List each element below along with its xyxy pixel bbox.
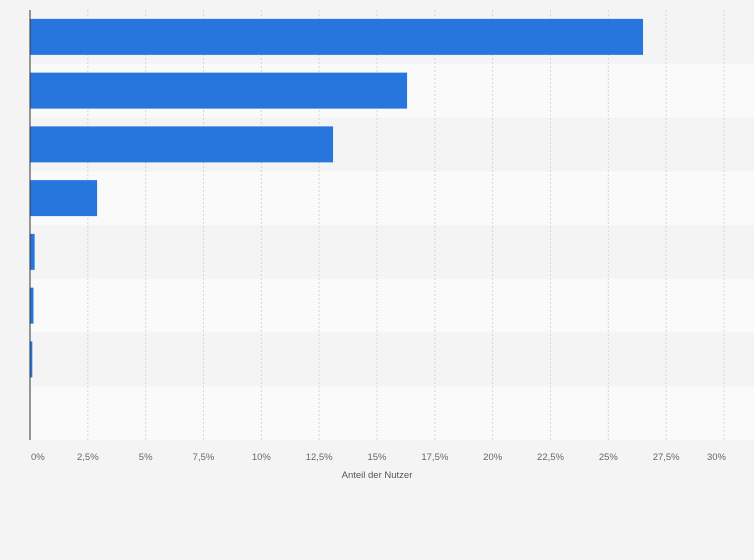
bar: [30, 126, 334, 163]
x-tick-label: 27,5%: [653, 452, 680, 463]
x-tick-label: 20%: [483, 452, 503, 463]
bar: [30, 18, 644, 55]
x-tick-label: 0%: [31, 452, 45, 463]
x-tick-label: 25%: [599, 452, 619, 463]
x-tick-label: 12,5%: [306, 452, 333, 463]
x-tick-label: 22,5%: [537, 452, 564, 463]
bar: [30, 72, 408, 109]
row-band: [30, 225, 754, 279]
row-bands: [30, 10, 754, 440]
row-band: [30, 171, 754, 225]
x-tick-label: 2,5%: [77, 452, 99, 463]
x-tick-label: 10%: [252, 452, 272, 463]
x-tick-label: 7,5%: [193, 452, 215, 463]
bar: [30, 287, 34, 324]
bar: [30, 180, 98, 217]
x-tick-label: 15%: [367, 452, 387, 463]
row-band: [30, 386, 754, 440]
bar: [30, 233, 35, 270]
x-tick-label: 30%: [707, 452, 727, 463]
bars: [30, 18, 644, 378]
x-tick-label: 5%: [139, 452, 153, 463]
x-tick-labels: 0% 2,5% 5% 7,5% 10% 12,5% 15% 17,5% 20% 22,5% 25% 2…: [31, 452, 727, 463]
x-tick-label: 17,5%: [421, 452, 448, 463]
x-axis-title: Anteil der Nutzer: [342, 470, 413, 481]
row-band: [30, 332, 754, 387]
row-band: [30, 278, 754, 333]
bar: [30, 341, 33, 378]
